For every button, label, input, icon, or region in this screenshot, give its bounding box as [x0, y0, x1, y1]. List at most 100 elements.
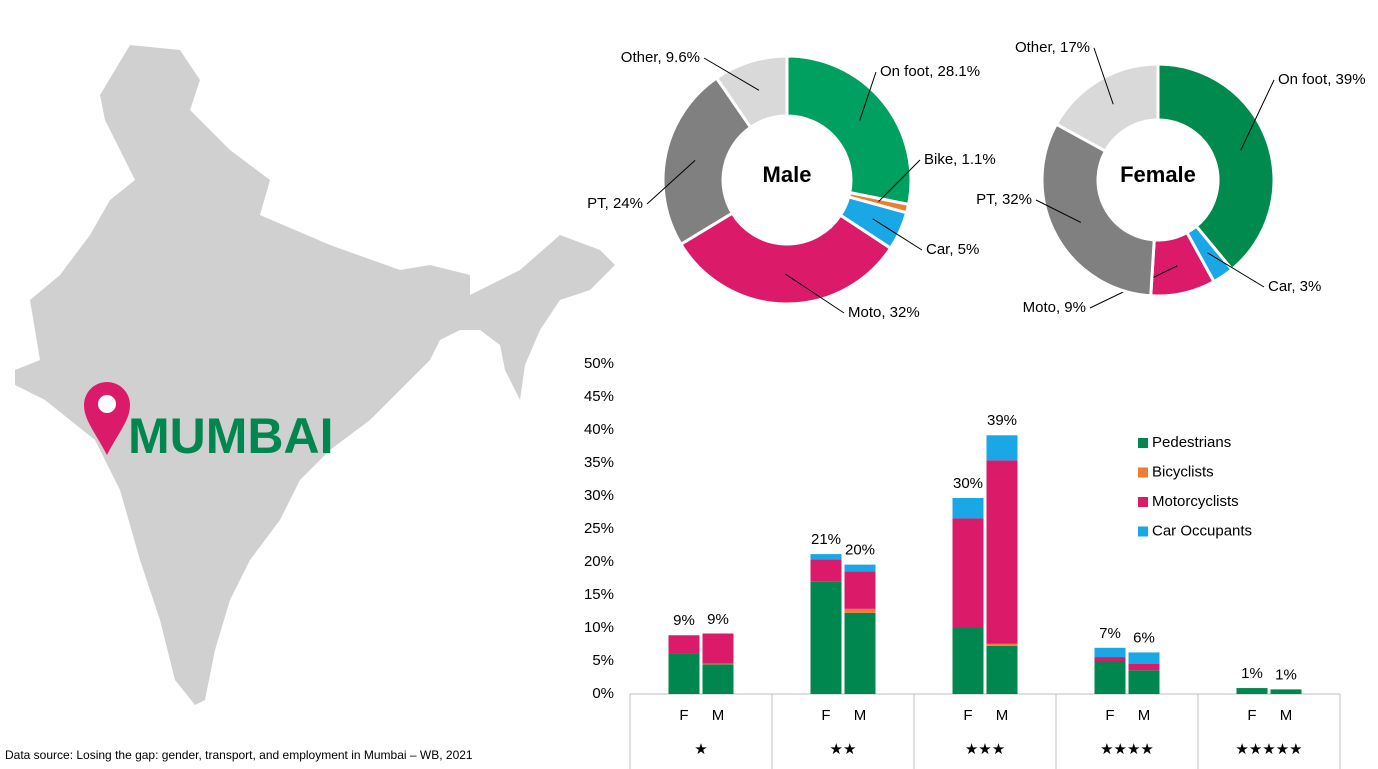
group-label: ★★★★: [1100, 741, 1154, 758]
legend-label: Bicyclists: [1152, 463, 1214, 480]
total-label: 21%: [811, 531, 841, 548]
y-tick-label: 40%: [584, 421, 614, 438]
donut-slice: [1156, 62, 1276, 272]
bar-segment: [986, 435, 1018, 461]
leader-line: [1035, 199, 1082, 223]
legend-label: Pedestrians: [1152, 434, 1231, 451]
leader-line: [784, 273, 845, 314]
y-tick-label: 10%: [584, 619, 614, 636]
donut-slice: [1040, 122, 1156, 298]
leader-line: [1207, 252, 1265, 288]
leader-line: [1240, 79, 1275, 151]
slice-label: On foot, 28.1%: [880, 63, 980, 80]
x-tick-label: M: [712, 707, 725, 724]
bar-segment: [1094, 657, 1126, 661]
bar-segment: [986, 460, 1018, 644]
bar-segment: [1128, 663, 1160, 671]
bar-segment: [810, 581, 842, 694]
slice-label: On foot, 39%: [1278, 71, 1366, 88]
bar-segment: [844, 564, 876, 572]
total-label: 39%: [987, 412, 1017, 429]
bar-segment: [1236, 688, 1268, 694]
bar-segment: [702, 633, 734, 634]
slice-label: Other, 17%: [1015, 39, 1090, 56]
donut-slice: [785, 54, 913, 207]
slice-label: PT, 32%: [976, 191, 1032, 208]
x-tick-label: F: [1105, 707, 1114, 724]
bar-segment: [1270, 689, 1302, 694]
bar-segment: [986, 643, 1018, 646]
total-label: 20%: [845, 542, 875, 559]
bar-segment: [952, 518, 984, 628]
group-label: ★★★★★: [1235, 741, 1302, 758]
leader-line: [878, 159, 921, 203]
legend-swatch: [1138, 438, 1148, 448]
total-label: 1%: [1275, 666, 1297, 683]
donut-slice: [678, 211, 893, 306]
leader-line: [703, 57, 760, 91]
donut-slice: [714, 54, 789, 130]
pin-hole: [98, 395, 116, 413]
leader-line: [872, 218, 923, 251]
bar-segment: [844, 612, 876, 694]
total-label: 9%: [707, 611, 729, 628]
slice-label: Bike, 1.1%: [924, 151, 996, 168]
group-label: ★★: [830, 741, 857, 758]
group-label: ★: [694, 741, 707, 758]
bar-segment: [702, 633, 734, 664]
total-label: 7%: [1099, 625, 1121, 642]
bar-segment: [1128, 652, 1160, 664]
x-tick-label: F: [1247, 707, 1256, 724]
bar-segment: [1094, 661, 1126, 694]
y-tick-label: 5%: [592, 652, 614, 669]
total-label: 6%: [1133, 629, 1155, 646]
group-label: ★★★: [965, 741, 1005, 758]
data-source: Data source: Losing the gap: gender, tra…: [5, 748, 473, 762]
y-tick-label: 20%: [584, 553, 614, 570]
bar-segment: [668, 653, 700, 694]
bar-segment: [952, 497, 984, 519]
india-map: [15, 45, 615, 705]
x-tick-label: M: [996, 707, 1009, 724]
donut-slice: [1054, 62, 1160, 154]
legend-label: Car Occupants: [1152, 522, 1252, 539]
y-tick-label: 35%: [584, 454, 614, 471]
x-tick-label: M: [1280, 707, 1293, 724]
bar-segment: [702, 663, 734, 665]
bar-segment: [844, 608, 876, 613]
y-tick-label: 0%: [592, 685, 614, 702]
legend-swatch: [1138, 467, 1148, 478]
bar-segment: [986, 645, 1018, 694]
leader-line: [1093, 47, 1114, 105]
slice-label: Car, 5%: [926, 241, 979, 258]
bar-segment: [668, 635, 700, 654]
total-label: 1%: [1241, 665, 1263, 682]
slice-label: Other, 9.6%: [621, 49, 700, 66]
leader-line: [646, 159, 696, 205]
donut-title: Male: [763, 162, 812, 187]
x-tick-label: M: [854, 707, 867, 724]
bar-segment: [952, 628, 984, 694]
donut-slice: [661, 75, 753, 247]
x-tick-label: F: [821, 707, 830, 724]
bar-segment: [1128, 670, 1160, 694]
slice-label: Moto, 32%: [848, 304, 920, 321]
total-label: 30%: [953, 475, 983, 492]
y-tick-label: 30%: [584, 487, 614, 504]
bar-segment: [810, 559, 842, 582]
location-pin: [84, 382, 130, 455]
bar-segment: [844, 571, 876, 609]
leader-line: [859, 71, 877, 121]
bar-segment: [1094, 647, 1126, 658]
map-label: MUMBAI: [128, 408, 334, 464]
y-tick-label: 15%: [584, 586, 614, 603]
donut-title: Female: [1120, 162, 1196, 187]
legend-swatch: [1138, 497, 1148, 507]
x-tick-label: M: [1138, 707, 1151, 724]
x-tick-label: F: [963, 707, 972, 724]
legend-swatch: [1138, 526, 1148, 537]
bar-segment: [810, 554, 842, 560]
y-tick-label: 50%: [584, 355, 614, 372]
